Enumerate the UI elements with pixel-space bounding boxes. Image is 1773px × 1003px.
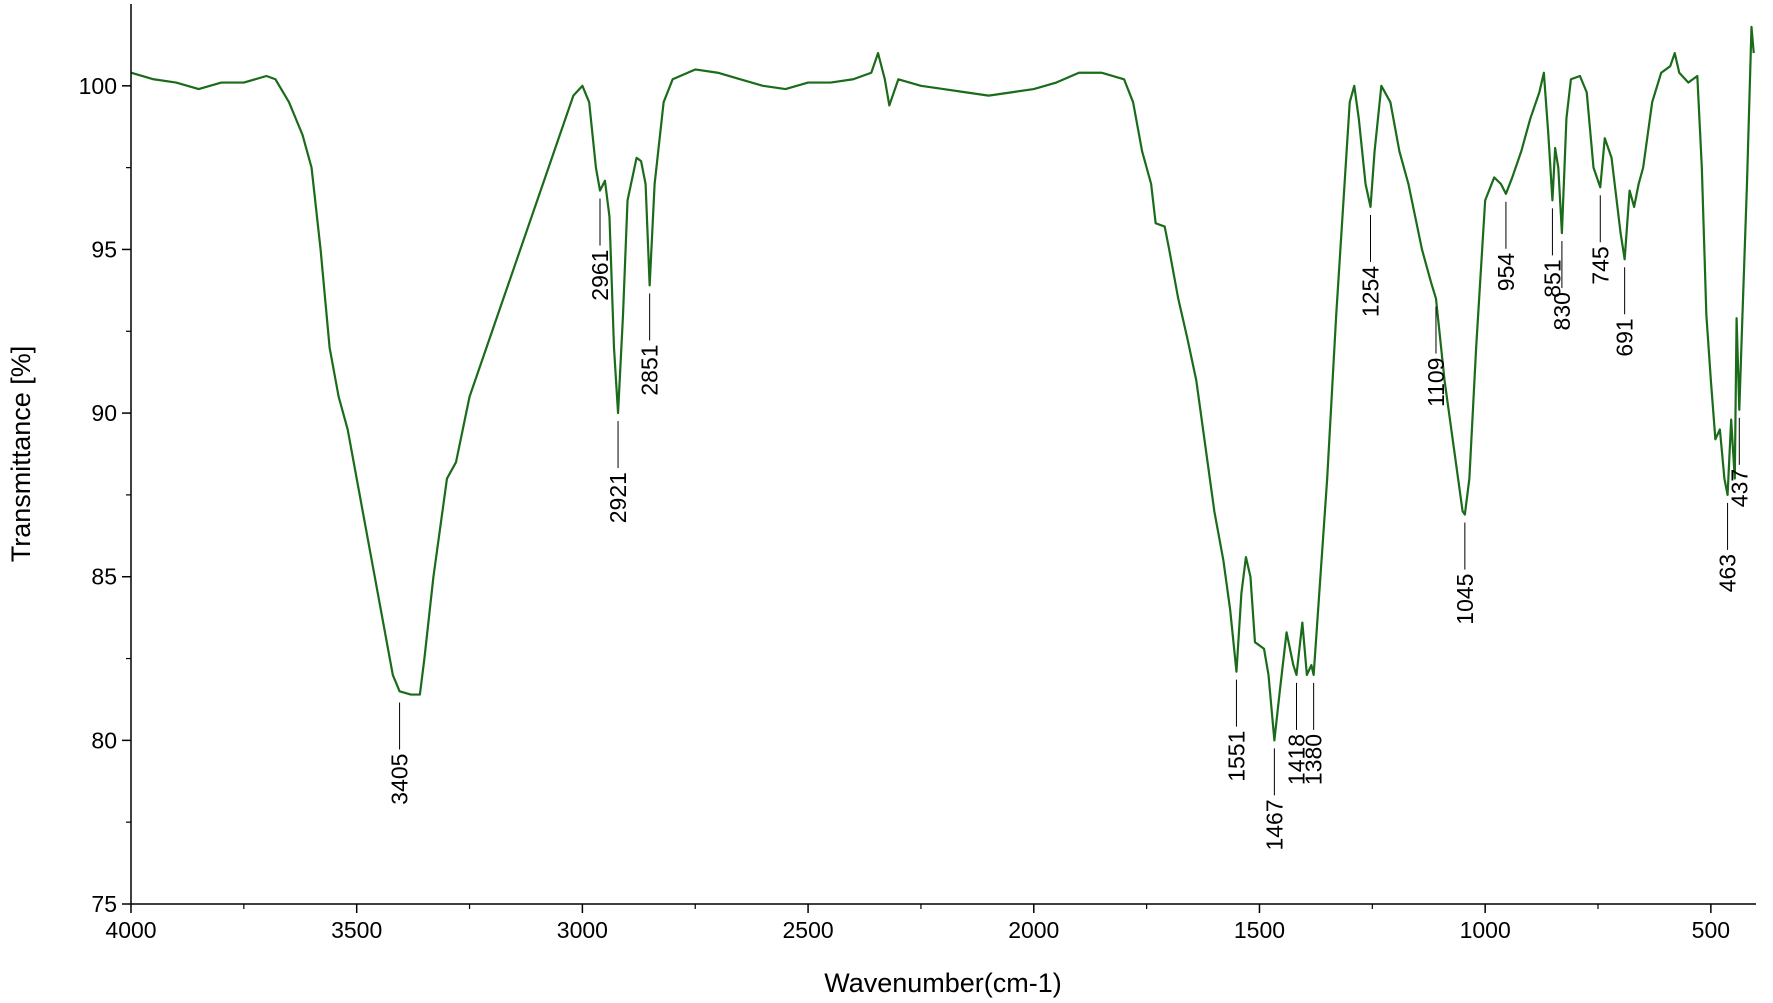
y-tick-label: 95 (91, 236, 117, 262)
y-axis-title: Transmittance [%] (6, 346, 36, 563)
peak-label: 437 (1726, 469, 1752, 507)
x-axis-title: Wavenumber(cm-1) (824, 968, 1062, 998)
peak-label: 1551 (1223, 731, 1249, 782)
peak-label: 691 (1612, 318, 1638, 356)
y-tick-label: 75 (91, 891, 117, 917)
x-tick-label: 2000 (1008, 917, 1059, 943)
peak-label: 2921 (605, 472, 631, 523)
peak-label: 2961 (587, 250, 613, 301)
y-tick-label: 90 (91, 400, 117, 426)
y-tick-label: 80 (91, 727, 117, 753)
peak-label: 463 (1715, 554, 1741, 592)
peak-label: 1467 (1261, 799, 1287, 850)
x-tick-label: 2500 (782, 917, 833, 943)
peak-label: 851 (1539, 259, 1565, 297)
peak-label: 1254 (1358, 266, 1384, 317)
x-tick-label: 4000 (105, 917, 156, 943)
x-tick-label: 1000 (1460, 917, 1511, 943)
y-tick-label: 100 (79, 73, 117, 99)
x-tick-label: 3500 (331, 917, 382, 943)
peak-label: 2851 (637, 344, 663, 395)
peak-label: 745 (1587, 246, 1613, 284)
peak-label: 830 (1549, 292, 1575, 330)
y-tick-label: 85 (91, 564, 117, 590)
peak-label: 1109 (1423, 358, 1449, 407)
peak-label: 954 (1493, 253, 1519, 292)
x-tick-label: 3000 (557, 917, 608, 943)
peak-label: 1380 (1301, 734, 1327, 785)
peak-label: 1418 (1283, 734, 1309, 785)
peak-label: 1045 (1452, 574, 1478, 625)
x-tick-label: 500 (1692, 917, 1730, 943)
spectrum-line (130, 25, 1755, 742)
peak-label: 3405 (387, 754, 413, 805)
x-tick-label: 1500 (1234, 917, 1285, 943)
